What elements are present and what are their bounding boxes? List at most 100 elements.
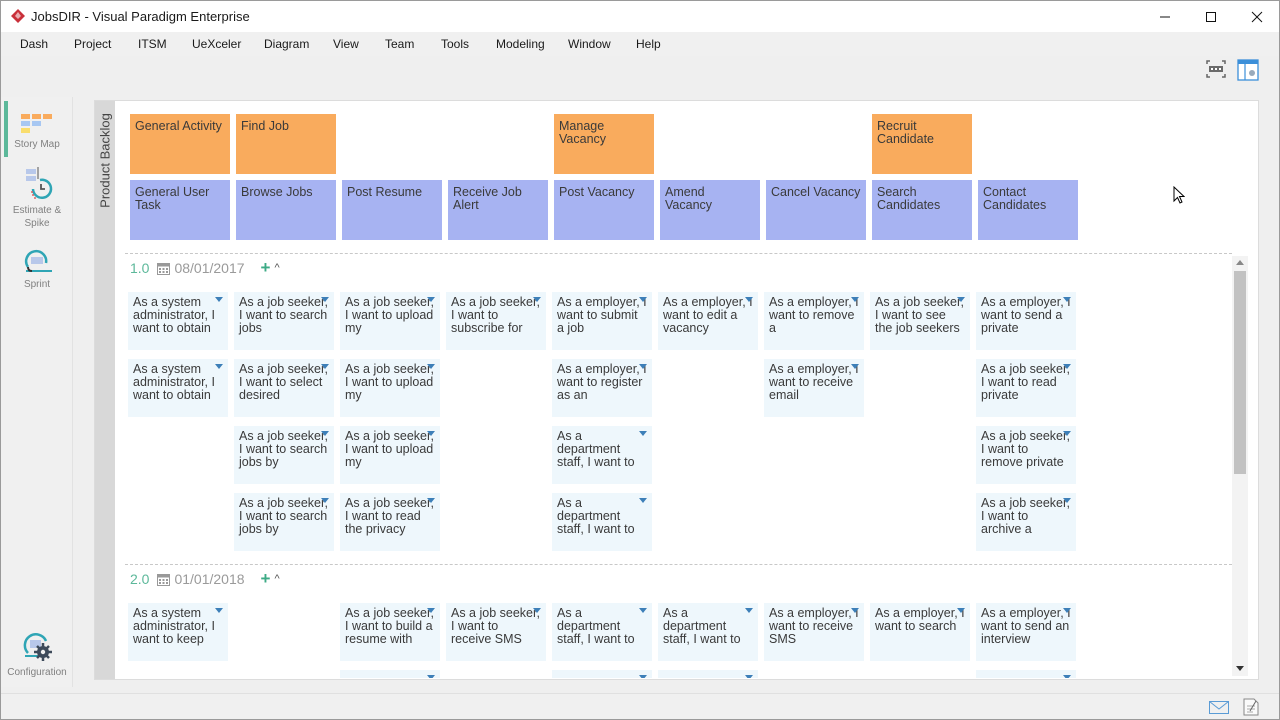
story-menu-icon[interactable] xyxy=(1063,675,1071,678)
story-menu-icon[interactable] xyxy=(957,297,965,302)
story-card[interactable]: As a department staff, I want to xyxy=(552,493,652,551)
story-menu-icon[interactable] xyxy=(957,608,965,613)
story-card[interactable]: As a employer, I want to receive SMS xyxy=(764,603,864,661)
story-card-partial[interactable] xyxy=(658,670,758,678)
story-menu-icon[interactable] xyxy=(321,431,329,436)
story-menu-icon[interactable] xyxy=(745,608,753,613)
story-card[interactable]: As a job seeker, I want to read the priv… xyxy=(340,493,440,551)
collapse-chevron-icon[interactable]: ^ xyxy=(274,573,280,585)
task-card[interactable]: Contact Candidates xyxy=(978,180,1078,240)
menu-uexceler[interactable]: UeXceler xyxy=(192,37,242,51)
story-card[interactable]: As a employer, I want to submit a job xyxy=(552,292,652,350)
story-menu-icon[interactable] xyxy=(639,297,647,302)
nav-sprint[interactable]: Sprint xyxy=(1,249,73,291)
story-card[interactable]: As a system administrator, I want to kee… xyxy=(128,603,228,661)
story-menu-icon[interactable] xyxy=(851,297,859,302)
story-menu-icon[interactable] xyxy=(427,431,435,436)
menu-view[interactable]: View xyxy=(333,37,359,51)
nav-configuration[interactable]: Configuration xyxy=(1,631,73,679)
story-menu-icon[interactable] xyxy=(745,297,753,302)
story-card[interactable]: As a job seeker, I want to archive a xyxy=(976,493,1076,551)
story-card[interactable]: As a employer, I want to search xyxy=(870,603,970,661)
menu-project[interactable]: Project xyxy=(74,37,112,51)
story-card-partial[interactable] xyxy=(552,670,652,678)
story-menu-icon[interactable] xyxy=(321,498,329,503)
story-menu-icon[interactable] xyxy=(639,675,647,678)
menu-dash[interactable]: Dash xyxy=(20,37,49,51)
story-menu-icon[interactable] xyxy=(639,498,647,503)
story-card[interactable]: As a employer, I want to send a private xyxy=(976,292,1076,350)
story-card[interactable]: As a job seeker, I want to see the job s… xyxy=(870,292,970,350)
story-menu-icon[interactable] xyxy=(1063,364,1071,369)
task-card[interactable]: Browse Jobs xyxy=(236,180,336,240)
story-card[interactable]: As a job seeker, I want to receive SMS xyxy=(446,603,546,661)
story-card[interactable]: As a job seeker, I want to upload my xyxy=(340,292,440,350)
activity-card[interactable]: Find Job xyxy=(236,114,336,174)
story-card[interactable]: As a job seeker, I want to upload my xyxy=(340,359,440,417)
story-card[interactable]: As a job seeker, I want to search jobs b… xyxy=(234,493,334,551)
story-card[interactable]: As a department staff, I want to xyxy=(552,603,652,661)
task-card[interactable]: Receive Job Alert xyxy=(448,180,548,240)
add-story-button[interactable]: + xyxy=(260,569,271,588)
task-card[interactable]: Cancel Vacancy xyxy=(766,180,866,240)
close-button[interactable] xyxy=(1234,1,1280,32)
story-card[interactable]: As a job seeker, I want to select desire… xyxy=(234,359,334,417)
story-card[interactable]: As a job seeker, I want to upload my xyxy=(340,426,440,484)
story-menu-icon[interactable] xyxy=(321,297,329,302)
nav-story-map[interactable]: Story Map xyxy=(1,113,73,151)
story-menu-icon[interactable] xyxy=(639,431,647,436)
menu-help[interactable]: Help xyxy=(636,37,661,51)
activity-card[interactable]: General Activity xyxy=(130,114,230,174)
menu-itsm[interactable]: ITSM xyxy=(138,37,167,51)
story-card-partial[interactable] xyxy=(340,670,440,678)
story-menu-icon[interactable] xyxy=(427,297,435,302)
story-menu-icon[interactable] xyxy=(851,608,859,613)
story-card[interactable]: As a job seeker, I want to search jobs b… xyxy=(234,426,334,484)
story-card[interactable]: As a job seeker, I want to subscribe for xyxy=(446,292,546,350)
minimize-button[interactable] xyxy=(1142,1,1188,32)
story-card[interactable]: As a job seeker, I want to search jobs xyxy=(234,292,334,350)
release-date[interactable]: 08/01/2017 xyxy=(174,260,245,276)
release-version[interactable]: 1.0 xyxy=(130,260,150,276)
story-card[interactable]: As a employer, I want to send an intervi… xyxy=(976,603,1076,661)
story-card[interactable]: As a department staff, I want to xyxy=(658,603,758,661)
story-menu-icon[interactable] xyxy=(321,364,329,369)
story-card-partial[interactable] xyxy=(976,670,1076,678)
vertical-scrollbar[interactable] xyxy=(1232,256,1248,676)
story-card[interactable]: As a employer, I want to edit a vacancy xyxy=(658,292,758,350)
mail-icon[interactable] xyxy=(1209,701,1229,714)
story-card[interactable]: As a job seeker, I want to read private xyxy=(976,359,1076,417)
activity-card[interactable]: Manage Vacancy xyxy=(554,114,654,174)
nav-estimate-spike[interactable]: Estimate & Spike xyxy=(1,167,73,230)
scroll-down-arrow-icon[interactable] xyxy=(1236,666,1244,671)
story-menu-icon[interactable] xyxy=(533,608,541,613)
story-menu-icon[interactable] xyxy=(215,364,223,369)
story-card[interactable]: As a department staff, I want to xyxy=(552,426,652,484)
release-version[interactable]: 2.0 xyxy=(130,571,150,587)
story-card[interactable]: As a employer, I want to remove a xyxy=(764,292,864,350)
collapse-chevron-icon[interactable]: ^ xyxy=(274,262,280,274)
story-card[interactable]: As a employer, I want to receive email xyxy=(764,359,864,417)
product-backlog-strip[interactable]: Product Backlog xyxy=(95,101,115,679)
story-menu-icon[interactable] xyxy=(851,364,859,369)
story-menu-icon[interactable] xyxy=(1063,297,1071,302)
scroll-thumb[interactable] xyxy=(1234,271,1246,474)
maximize-button[interactable] xyxy=(1188,1,1234,32)
story-menu-icon[interactable] xyxy=(427,608,435,613)
story-menu-icon[interactable] xyxy=(639,608,647,613)
add-story-button[interactable]: + xyxy=(260,258,271,277)
activity-card[interactable]: Recruit Candidate xyxy=(872,114,972,174)
task-card[interactable]: Amend Vacancy xyxy=(660,180,760,240)
release-date[interactable]: 01/01/2018 xyxy=(174,571,245,587)
menu-modeling[interactable]: Modeling xyxy=(496,37,545,51)
story-menu-icon[interactable] xyxy=(427,364,435,369)
story-menu-icon[interactable] xyxy=(745,675,753,678)
story-menu-icon[interactable] xyxy=(427,498,435,503)
task-card[interactable]: Search Candidates xyxy=(872,180,972,240)
story-card[interactable]: As a job seeker, I want to build a resum… xyxy=(340,603,440,661)
story-menu-icon[interactable] xyxy=(215,608,223,613)
task-card[interactable]: Post Vacancy xyxy=(554,180,654,240)
task-card[interactable]: Post Resume xyxy=(342,180,442,240)
scroll-up-arrow-icon[interactable] xyxy=(1236,260,1244,265)
menu-tools[interactable]: Tools xyxy=(441,37,470,51)
